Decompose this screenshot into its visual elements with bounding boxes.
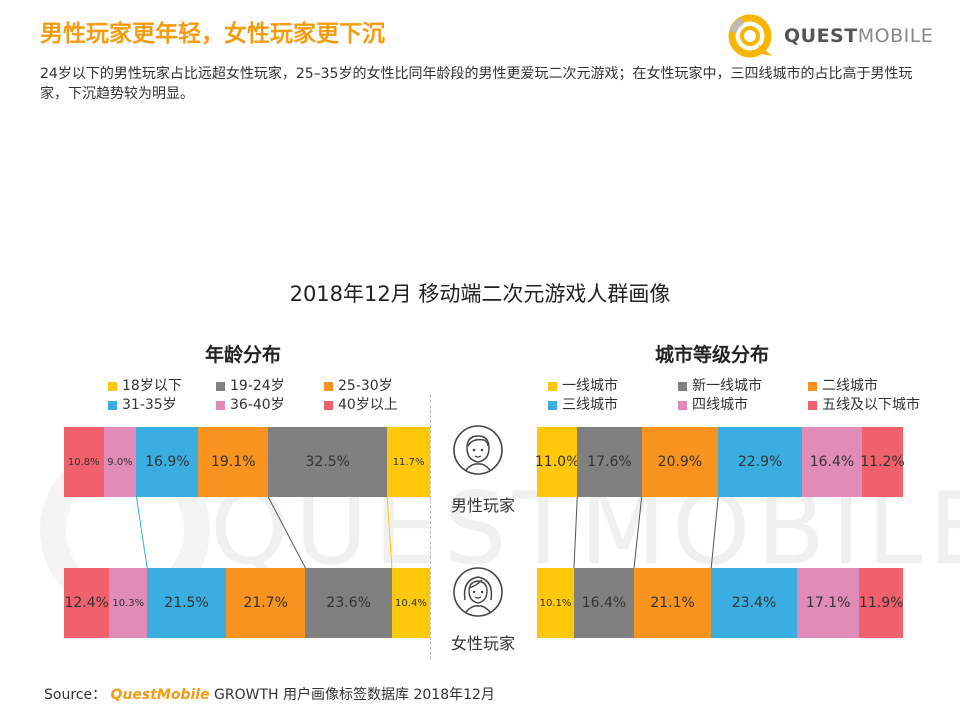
legend-label: 19-24岁	[230, 378, 285, 394]
bar-segment: 16.9%	[136, 427, 199, 497]
bar-segment: 21.7%	[225, 568, 306, 638]
legend-swatch	[216, 381, 225, 391]
bar-segment: 19.1%	[198, 427, 269, 497]
headline: 男性玩家更年轻，女性玩家更下沉	[40, 21, 385, 47]
legend-item: 四线城市	[678, 394, 748, 414]
stacked-bar: 12.4% 10.3% 21.5% 21.7% 23.6% 10.4%	[64, 568, 430, 638]
legend-swatch	[108, 381, 117, 391]
bar-segment: 11.0%	[535, 427, 579, 497]
legend-label: 二线城市	[822, 378, 878, 394]
panel-divider	[430, 395, 431, 660]
age-panel-title: 年龄分布	[205, 344, 282, 366]
legend-swatch	[808, 400, 817, 410]
logo-mark-icon	[728, 14, 772, 58]
legend-swatch	[678, 381, 687, 391]
logo-text: QUESTMOBILE	[784, 25, 934, 47]
legend-label: 18岁以下	[122, 378, 182, 394]
bar-segment: 10.4%	[391, 568, 430, 638]
stacked-bar: 10.8% 9.0% 16.9% 19.1% 32.5% 11.7%	[64, 427, 430, 497]
legend-swatch	[324, 381, 333, 391]
legend-swatch	[548, 400, 557, 410]
source-note: Source： QuestMobile GROWTH 用户画像标签数据库 201…	[44, 687, 495, 703]
legend-swatch	[216, 400, 225, 410]
city-panel-title: 城市等级分布	[655, 344, 770, 366]
bar-segment: 11.7%	[387, 427, 430, 497]
legend-item: 36-40岁	[216, 394, 285, 414]
bar-segment: 17.1%	[796, 568, 860, 638]
bar-segment: 9.0%	[103, 427, 137, 497]
legend-swatch	[324, 400, 333, 410]
female-avatar-icon	[452, 566, 504, 618]
male-avatar-icon	[452, 424, 504, 476]
legend-item: 40岁以上	[324, 394, 398, 414]
bar-segment: 32.5%	[268, 427, 388, 497]
legend-swatch	[678, 400, 687, 410]
bar-segment: 11.9%	[859, 568, 903, 638]
legend-swatch	[548, 381, 557, 391]
bar-segment: 16.4%	[801, 427, 862, 497]
stacked-bar: 10.1% 16.4% 21.1% 23.4% 17.1% 11.9%	[537, 568, 903, 638]
male-label: 男性玩家	[450, 496, 515, 515]
legend-item: 一线城市	[548, 375, 618, 395]
subtitle: 24岁以下的男性玩家占比远超女性玩家，25–35岁的女性比同年龄段的男性更爱玩二…	[40, 66, 913, 102]
legend-label: 新一线城市	[692, 378, 762, 394]
legend-swatch	[808, 381, 817, 391]
bar-segment: 10.1%	[537, 568, 574, 638]
legend-label: 36-40岁	[230, 397, 285, 413]
legend-item: 18岁以下	[108, 375, 182, 395]
legend-label: 四线城市	[692, 397, 748, 413]
legend-swatch	[108, 400, 117, 410]
bar-segment: 11.2%	[860, 427, 905, 497]
bar-segment: 23.4%	[711, 568, 797, 638]
chart-title: 2018年12月 移动端二次元游戏人群画像	[289, 282, 671, 306]
legend-item: 五线及以下城市	[808, 394, 920, 414]
bar-segment: 21.1%	[633, 568, 712, 638]
legend-item: 二线城市	[808, 375, 878, 395]
bar-segment: 17.6%	[577, 427, 642, 497]
legend-label: 一线城市	[562, 378, 618, 394]
bar-segment: 10.3%	[109, 568, 148, 638]
legend-item: 19-24岁	[216, 375, 285, 395]
legend-label: 25-30岁	[338, 378, 393, 394]
bar-segment: 12.4%	[64, 568, 110, 638]
stacked-bar: 11.0% 17.6% 20.9% 22.9% 16.4% 11.2%	[535, 427, 905, 497]
legend-item: 31-35岁	[108, 394, 177, 414]
bar-segment: 23.6%	[305, 568, 392, 638]
legend-item: 三线城市	[548, 394, 618, 414]
female-label: 女性玩家	[450, 634, 515, 653]
bar-segment: 21.5%	[147, 568, 226, 638]
bar-segment: 22.9%	[718, 427, 802, 497]
bar-segment: 16.4%	[573, 568, 634, 638]
bar-segment: 10.8%	[64, 427, 104, 497]
legend-label: 40岁以上	[338, 397, 398, 413]
legend-label: 三线城市	[562, 397, 618, 413]
legend-label: 31-35岁	[122, 397, 177, 413]
bar-segment: 20.9%	[641, 427, 719, 497]
legend-item: 25-30岁	[324, 375, 393, 395]
legend-label: 五线及以下城市	[822, 397, 920, 413]
legend-item: 新一线城市	[678, 375, 762, 395]
questmobile-logo: QUESTMOBILE	[728, 14, 933, 60]
